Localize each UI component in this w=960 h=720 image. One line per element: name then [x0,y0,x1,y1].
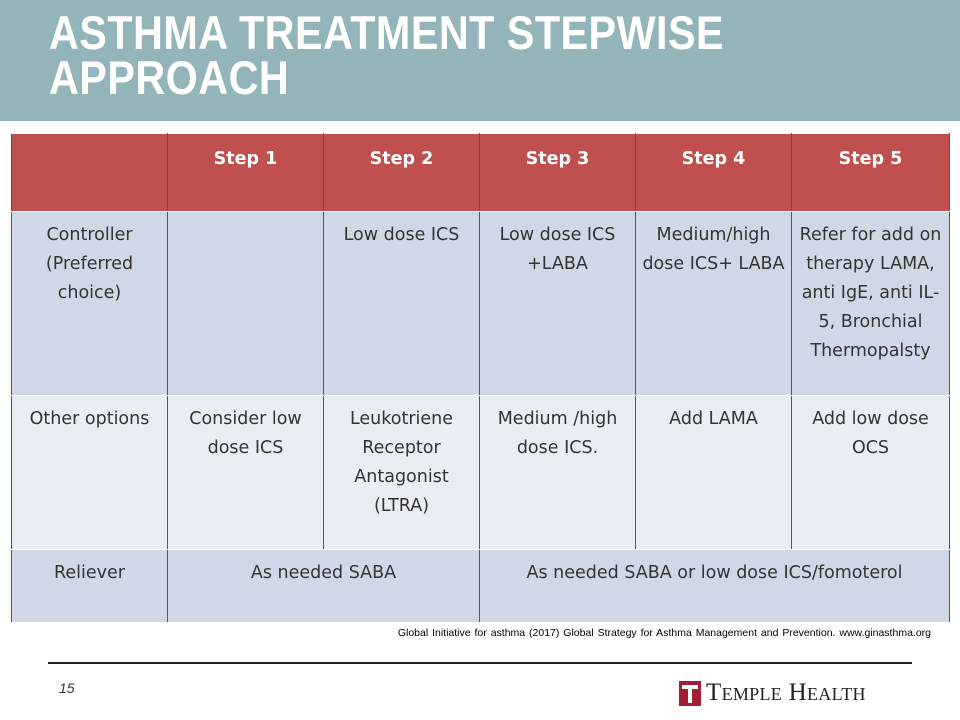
title-bar: ASTHMA TREATMENT STEPWISE APPROACH [0,0,960,121]
table-row-controller: Controller (Preferred choice) Low dose I… [11,211,950,396]
footer-divider [48,662,912,664]
reliever-steps-1-2: As needed SABA [167,549,480,623]
slide-title: ASTHMA TREATMENT STEPWISE APPROACH [49,6,725,104]
row-label-reliever: Reliever [11,549,168,623]
logo-text: Temple Health [706,679,866,706]
controller-step-4: Medium/high dose ICS+ LABA [635,211,792,396]
table-header-row: Step 1 Step 2 Step 3 Step 4 Step 5 [11,133,950,212]
header-step-4: Step 4 [635,133,792,212]
temple-health-logo: Temple Health [679,680,866,706]
other-step-2: Leukotriene Receptor Antagonist (LTRA) [323,395,480,550]
header-cell-empty [11,133,168,212]
header-step-5: Step 5 [791,133,950,212]
header-step-3: Step 3 [479,133,636,212]
controller-step-1 [167,211,324,396]
controller-step-5: Refer for add on therapy LAMA, anti IgE,… [791,211,950,396]
header-step-2: Step 2 [323,133,480,212]
other-step-1: Consider low dose ICS [167,395,324,550]
header-step-1: Step 1 [167,133,324,212]
row-label-controller: Controller (Preferred choice) [11,211,168,396]
controller-step-3: Low dose ICS +LABA [479,211,636,396]
reliever-steps-3-5: As needed SABA or low dose ICS/fomoterol [479,549,950,623]
citation-text: Global Initiative for asthma (2017) Glob… [397,627,931,639]
other-step-4: Add LAMA [635,395,792,550]
controller-step-2: Low dose ICS [323,211,480,396]
temple-t-icon [679,680,701,706]
other-step-3: Medium /high dose ICS. [479,395,636,550]
table-row-reliever: Reliever As needed SABA As needed SABA o… [11,549,950,623]
stepwise-table: Step 1 Step 2 Step 3 Step 4 Step 5 Contr… [11,133,950,623]
other-step-5: Add low dose OCS [791,395,950,550]
table-row-other-options: Other options Consider low dose ICS Leuk… [11,395,950,550]
page-number: 15 [59,680,75,696]
row-label-other-options: Other options [11,395,168,550]
